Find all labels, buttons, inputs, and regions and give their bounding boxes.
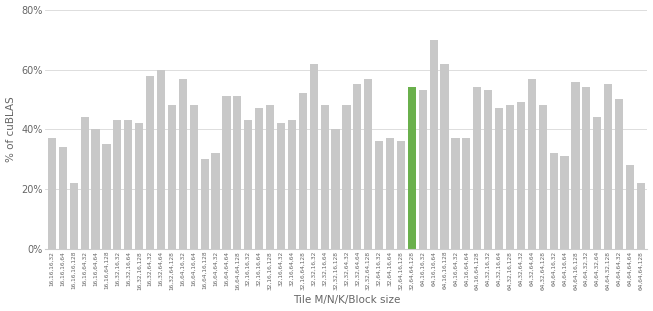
Bar: [484, 91, 492, 249]
Bar: [397, 142, 405, 249]
Bar: [637, 183, 645, 249]
Bar: [124, 120, 133, 249]
Bar: [615, 100, 623, 249]
Bar: [321, 105, 328, 249]
Bar: [364, 78, 372, 249]
Bar: [528, 78, 536, 249]
Bar: [582, 87, 590, 249]
Bar: [168, 105, 176, 249]
Bar: [517, 103, 525, 249]
Bar: [266, 105, 274, 249]
Bar: [386, 138, 394, 249]
Bar: [59, 147, 67, 249]
Bar: [298, 94, 307, 249]
Bar: [288, 120, 296, 249]
Bar: [244, 120, 252, 249]
Bar: [451, 138, 460, 249]
Bar: [146, 76, 154, 249]
Y-axis label: % of cuBLAS: % of cuBLAS: [6, 97, 16, 162]
Bar: [91, 129, 100, 249]
Bar: [200, 160, 209, 249]
Bar: [80, 118, 89, 249]
Bar: [223, 96, 231, 249]
Bar: [157, 70, 165, 249]
Bar: [539, 105, 547, 249]
Bar: [560, 156, 569, 249]
Bar: [550, 153, 558, 249]
Bar: [103, 144, 110, 249]
X-axis label: Tile M/N/K/Block size: Tile M/N/K/Block size: [293, 295, 400, 305]
Bar: [310, 63, 318, 249]
Bar: [179, 78, 187, 249]
Bar: [135, 123, 143, 249]
Bar: [212, 153, 219, 249]
Bar: [441, 63, 449, 249]
Bar: [113, 120, 121, 249]
Bar: [430, 39, 438, 249]
Bar: [419, 91, 427, 249]
Bar: [189, 105, 198, 249]
Bar: [255, 109, 263, 249]
Bar: [342, 105, 351, 249]
Bar: [332, 129, 340, 249]
Bar: [233, 96, 242, 249]
Bar: [70, 183, 78, 249]
Bar: [571, 81, 580, 249]
Bar: [495, 109, 503, 249]
Bar: [353, 85, 361, 249]
Bar: [626, 165, 634, 249]
Bar: [604, 85, 613, 249]
Bar: [277, 123, 285, 249]
Bar: [473, 87, 481, 249]
Bar: [462, 138, 470, 249]
Bar: [593, 118, 601, 249]
Bar: [375, 142, 383, 249]
Bar: [48, 138, 56, 249]
Bar: [407, 87, 416, 249]
Bar: [506, 105, 514, 249]
